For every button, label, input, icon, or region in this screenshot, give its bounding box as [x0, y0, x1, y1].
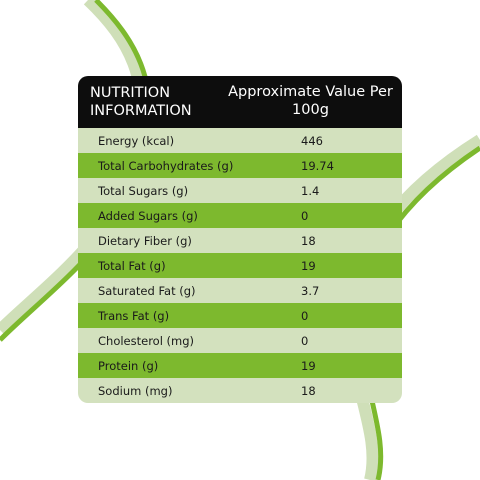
nutrient-value: 18 — [301, 234, 316, 248]
table-header: NUTRITION INFORMATION Approximate Value … — [78, 76, 402, 128]
nutrient-value: 3.7 — [301, 284, 320, 298]
nutrient-name: Energy (kcal) — [98, 134, 175, 148]
nutrient-value: 1.4 — [301, 184, 320, 198]
table-row: Trans Fat (g) 0 — [78, 303, 402, 328]
table-row: Dietary Fiber (g) 18 — [78, 228, 402, 253]
table-row: Cholesterol (mg) 0 — [78, 328, 402, 353]
nutrient-name: Trans Fat (g) — [98, 309, 170, 323]
header-cell: NUTRITION INFORMATION — [90, 85, 192, 119]
table-row: Energy (kcal) 446 — [78, 128, 402, 153]
nutrient-name: Protein (g) — [98, 359, 159, 373]
nutrient-value: 0 — [301, 334, 309, 348]
nutrient-name: Dietary Fiber (g) — [98, 234, 192, 248]
table-row: Total Sugars (g) 1.4 — [78, 178, 402, 203]
table-row: Saturated Fat (g) 3.7 — [78, 278, 402, 303]
nutrient-value: 19 — [301, 359, 316, 373]
table-row: Total Carbohydrates (g) 19.74 — [78, 153, 402, 178]
nutrient-value: 19.74 — [301, 159, 334, 173]
nutrient-name: Sodium (mg) — [98, 384, 173, 398]
header-cell: Approximate Value Per 100g — [228, 84, 393, 118]
nutrient-name: Saturated Fat (g) — [98, 284, 196, 298]
nutrient-name: Added Sugars (g) — [98, 209, 198, 223]
nutrient-name: Cholesterol (mg) — [98, 334, 195, 348]
nutrition-table: NUTRITION INFORMATION Approximate Value … — [78, 76, 402, 403]
nutrient-name: Total Carbohydrates (g) — [98, 159, 234, 173]
table-row: Protein (g) 19 — [78, 353, 402, 378]
table-row: Added Sugars (g) 0 — [78, 203, 402, 228]
nutrient-name: Total Sugars (g) — [98, 184, 189, 198]
nutrient-value: 18 — [301, 384, 316, 398]
table-body: Energy (kcal) 446 Total Carbohydrates (g) 1… — [78, 128, 402, 403]
nutrient-value: 446 — [301, 134, 323, 148]
table-row: Sodium (mg) 18 — [78, 378, 402, 403]
table-row: Total Fat (g) 19 — [78, 253, 402, 278]
nutrient-value: 0 — [301, 209, 309, 223]
nutrient-value: 0 — [301, 309, 309, 323]
nutrient-value: 19 — [301, 259, 316, 273]
nutrient-name: Total Fat (g) — [98, 259, 166, 273]
